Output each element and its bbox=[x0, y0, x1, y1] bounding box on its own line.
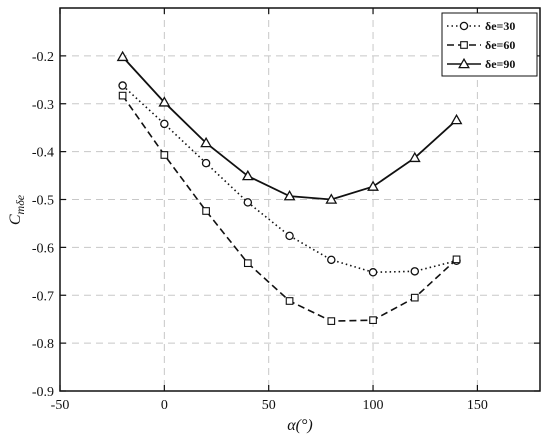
data-point bbox=[116, 50, 129, 62]
series-square bbox=[118, 91, 461, 325]
x-axis-title: α(°) bbox=[287, 417, 312, 434]
y-tick-label: -0.5 bbox=[32, 194, 54, 209]
data-point bbox=[327, 317, 336, 325]
data-point bbox=[202, 207, 210, 215]
data-point bbox=[325, 193, 338, 204]
legend-marker bbox=[459, 21, 469, 31]
y-axis-title: Cmδe bbox=[7, 194, 27, 225]
data-point bbox=[160, 151, 169, 159]
legend: δe=30 δe=60 δe=90 bbox=[441, 12, 538, 77]
legend-label: δe=30 bbox=[485, 19, 515, 33]
data-point bbox=[367, 180, 379, 191]
series-circle bbox=[118, 81, 461, 277]
x-tick-label: -50 bbox=[51, 398, 70, 413]
data-point bbox=[368, 268, 378, 277]
data-point bbox=[410, 267, 420, 276]
data-point bbox=[118, 81, 127, 90]
legend-marker bbox=[460, 41, 468, 49]
series-triangle bbox=[116, 50, 463, 204]
data-point bbox=[201, 158, 211, 168]
y-tick-label: -0.6 bbox=[32, 241, 54, 256]
data-point bbox=[450, 113, 463, 125]
data-point bbox=[241, 169, 254, 181]
x-tick-label: 50 bbox=[262, 398, 276, 413]
x-tick-label: 150 bbox=[467, 398, 488, 413]
data-point bbox=[200, 136, 213, 148]
data-point bbox=[243, 198, 253, 207]
legend-marker bbox=[458, 57, 470, 69]
x-tick-label: 0 bbox=[161, 398, 168, 413]
data-point bbox=[118, 91, 127, 100]
ticks bbox=[59, 8, 540, 392]
y-tick-label: -0.3 bbox=[32, 98, 54, 113]
y-tick-label: -0.7 bbox=[32, 289, 54, 304]
data-point bbox=[160, 119, 169, 129]
y-tick-label: -0.8 bbox=[32, 337, 54, 352]
y-tick-label: -0.2 bbox=[32, 50, 54, 65]
data-point bbox=[369, 316, 377, 324]
tick-labels: -50 0 50 100 150 -0.9 -0.8 -0.7 -0.6 -0.5 -0.4 -0.3… bbox=[32, 50, 488, 413]
data-point bbox=[408, 151, 421, 163]
data-point bbox=[410, 293, 419, 302]
legend-box bbox=[441, 12, 538, 77]
legend-label: δe=60 bbox=[485, 38, 515, 52]
data-point bbox=[285, 297, 294, 305]
data-point bbox=[452, 255, 461, 264]
data-point bbox=[243, 259, 252, 268]
y-tick-label: -0.4 bbox=[32, 146, 54, 161]
data-point bbox=[158, 96, 171, 107]
y-tick-label: -0.9 bbox=[32, 385, 54, 400]
data-point bbox=[283, 190, 296, 201]
data-point bbox=[285, 231, 294, 241]
data-point bbox=[327, 255, 336, 265]
series-group bbox=[116, 50, 463, 325]
legend-label: δe=90 bbox=[485, 57, 515, 71]
x-tick-label: 100 bbox=[363, 398, 384, 413]
